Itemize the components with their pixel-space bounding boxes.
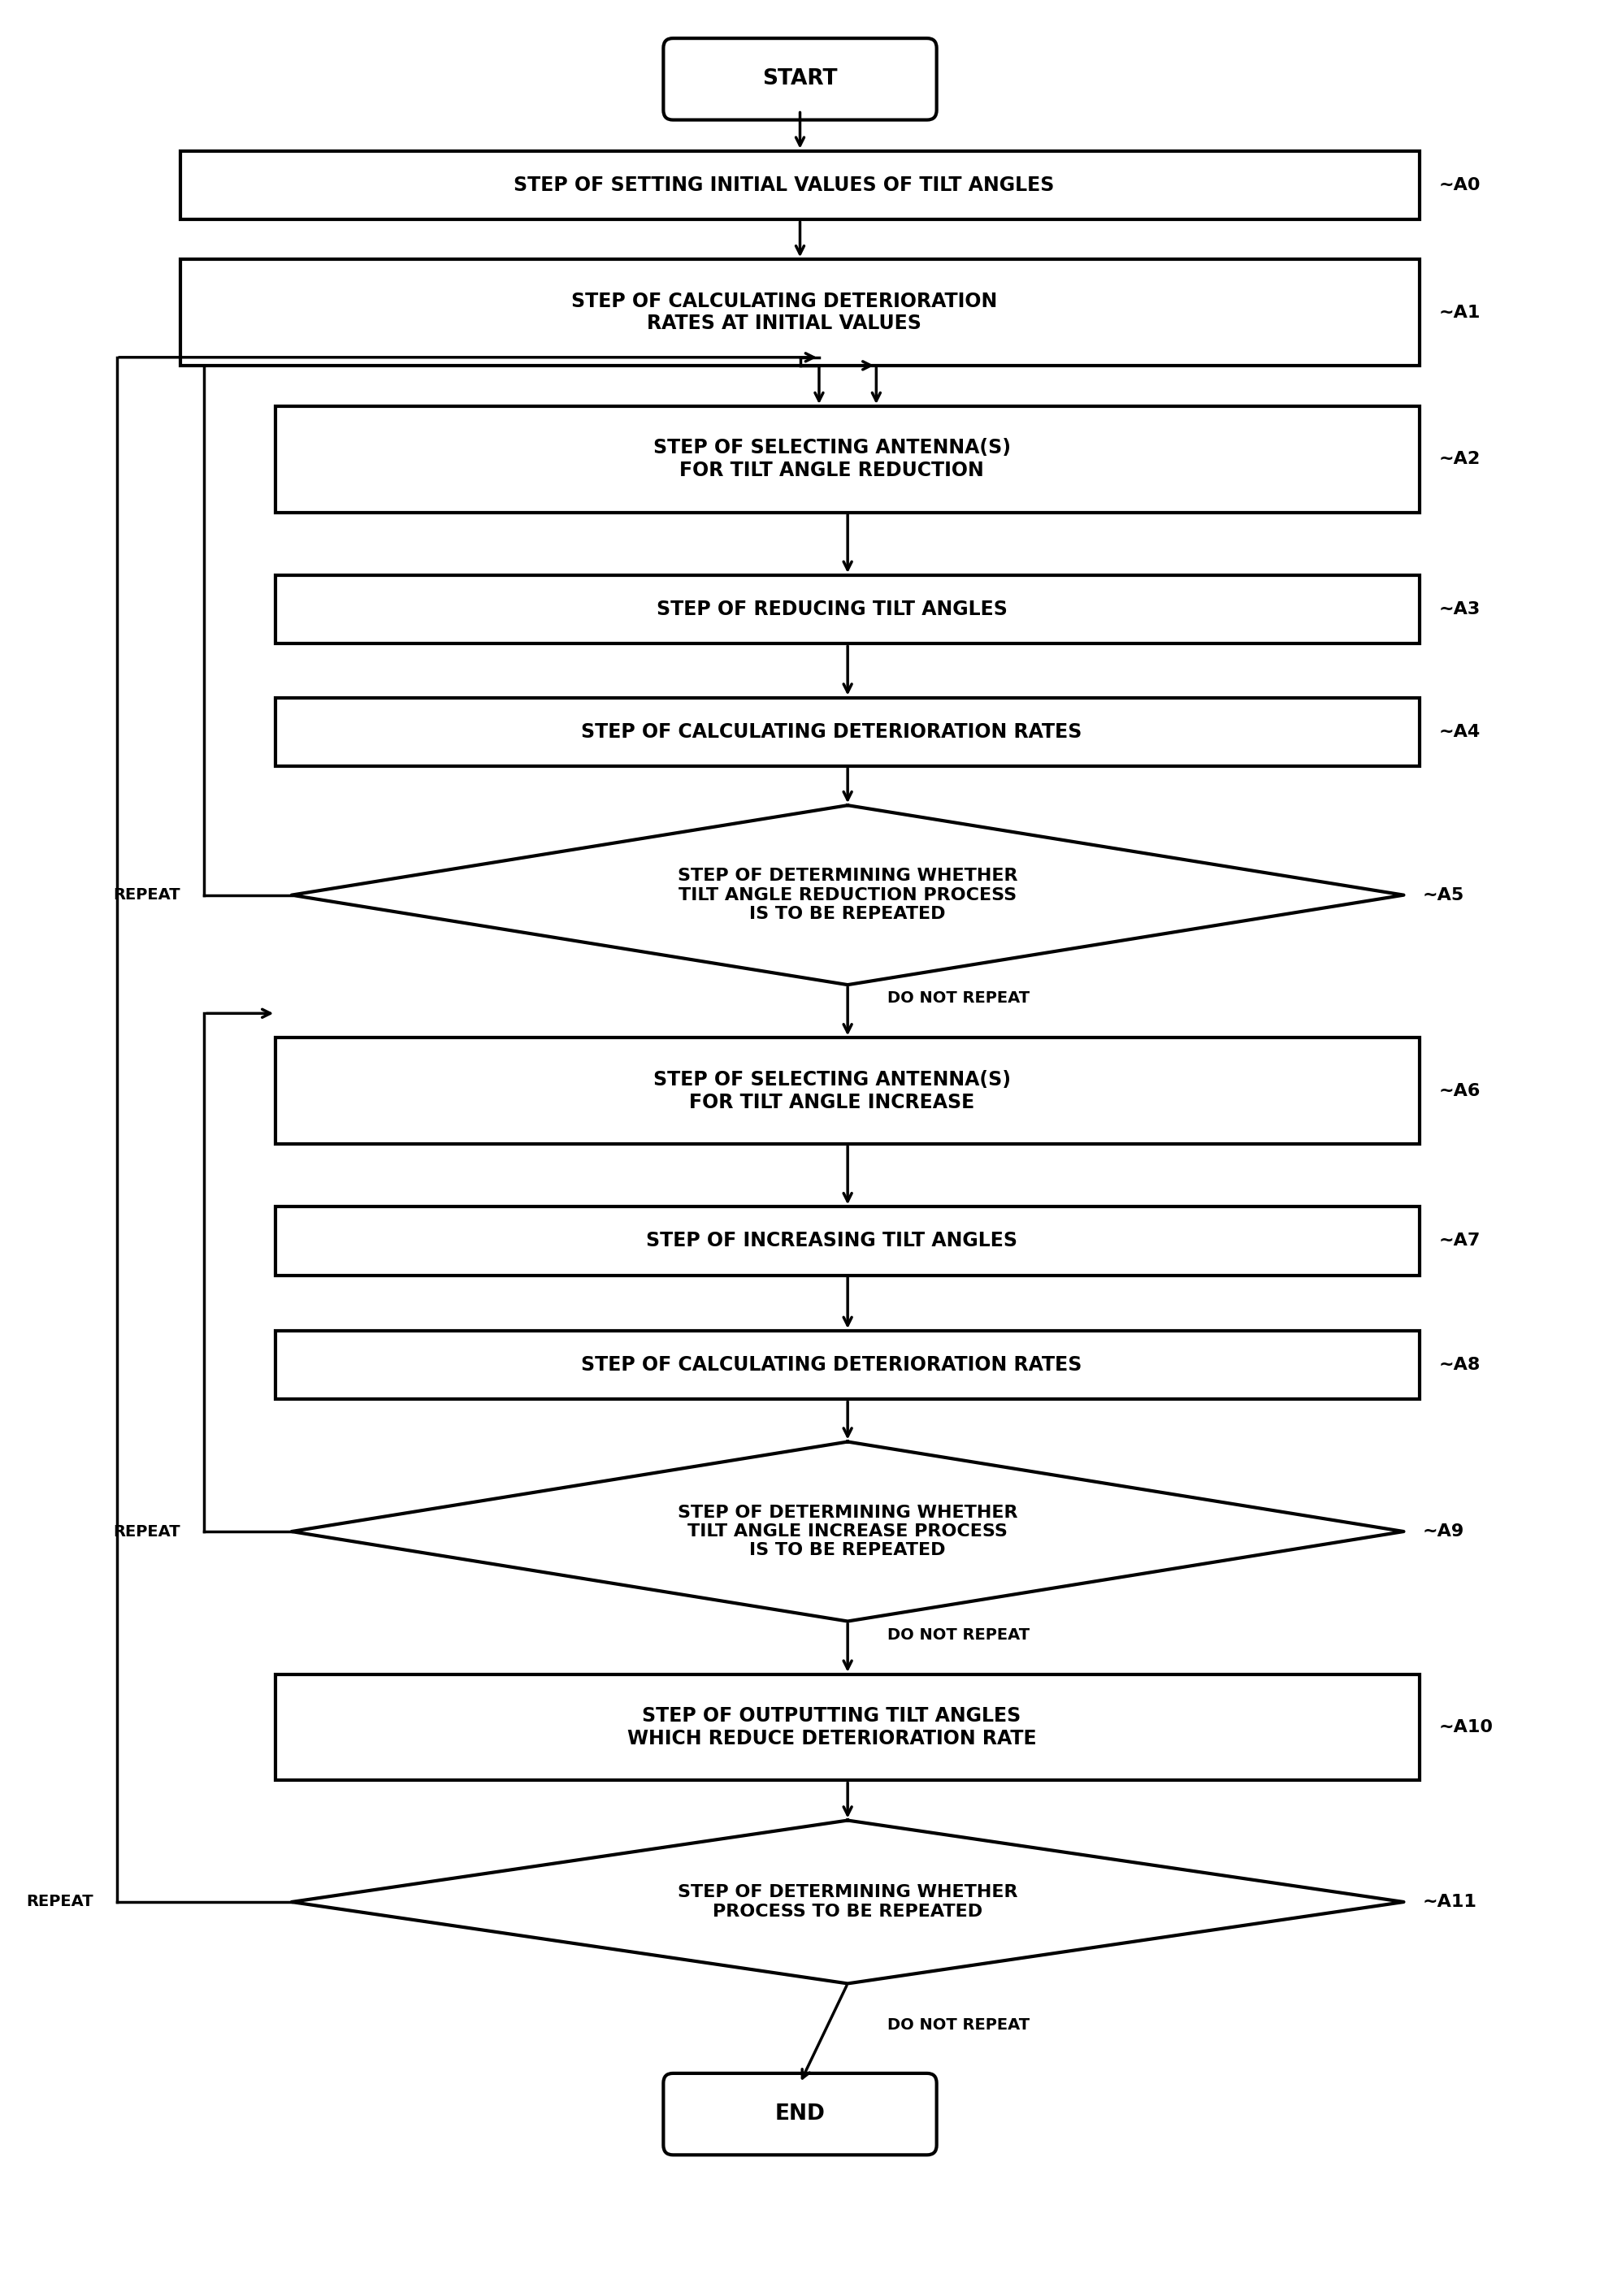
Bar (181, 152, 1419, 220)
Bar (181, 259, 1419, 365)
Text: DO NOT REPEAT: DO NOT REPEAT (888, 1628, 1030, 1642)
Text: STEP OF INCREASING TILT ANGLES: STEP OF INCREASING TILT ANGLES (646, 1231, 1018, 1251)
Text: REPEAT: REPEAT (114, 886, 181, 902)
Text: REPEAT: REPEAT (114, 1525, 181, 1538)
FancyBboxPatch shape (664, 2073, 936, 2156)
Text: STEP OF SETTING INITIAL VALUES OF TILT ANGLES: STEP OF SETTING INITIAL VALUES OF TILT A… (514, 174, 1054, 195)
Text: STEP OF DETERMINING WHETHER
TILT ANGLE REDUCTION PROCESS
IS TO BE REPEATED: STEP OF DETERMINING WHETHER TILT ANGLE R… (678, 868, 1018, 923)
Text: ~A10: ~A10 (1438, 1720, 1493, 1736)
Text: STEP OF CALCULATING DETERIORATION RATES: STEP OF CALCULATING DETERIORATION RATES (581, 723, 1082, 742)
Text: ~A8: ~A8 (1438, 1357, 1480, 1373)
Bar (275, 406, 1419, 512)
Text: STEP OF REDUCING TILT ANGLES: STEP OF REDUCING TILT ANGLES (656, 599, 1008, 620)
Text: ~A2: ~A2 (1438, 452, 1480, 468)
Bar (275, 1038, 1419, 1143)
Text: ~A6: ~A6 (1438, 1084, 1480, 1100)
Text: STEP OF SELECTING ANTENNA(S)
FOR TILT ANGLE REDUCTION: STEP OF SELECTING ANTENNA(S) FOR TILT AN… (653, 439, 1011, 480)
Text: STEP OF CALCULATING DETERIORATION RATES: STEP OF CALCULATING DETERIORATION RATES (581, 1355, 1082, 1375)
Text: END: END (774, 2103, 826, 2124)
Text: ~A4: ~A4 (1438, 723, 1480, 739)
Text: ~A7: ~A7 (1438, 1233, 1480, 1249)
FancyBboxPatch shape (664, 39, 936, 119)
Text: ~A3: ~A3 (1438, 602, 1480, 618)
Text: STEP OF CALCULATING DETERIORATION
RATES AT INITIAL VALUES: STEP OF CALCULATING DETERIORATION RATES … (571, 292, 997, 333)
Text: STEP OF OUTPUTTING TILT ANGLES
WHICH REDUCE DETERIORATION RATE: STEP OF OUTPUTTING TILT ANGLES WHICH RED… (627, 1706, 1037, 1747)
Bar (275, 698, 1419, 767)
Text: STEP OF SELECTING ANTENNA(S)
FOR TILT ANGLE INCREASE: STEP OF SELECTING ANTENNA(S) FOR TILT AN… (653, 1070, 1011, 1111)
Bar (275, 1674, 1419, 1779)
Text: REPEAT: REPEAT (26, 1894, 93, 1910)
Text: ~A0: ~A0 (1438, 177, 1480, 193)
Text: STEP OF DETERMINING WHETHER
PROCESS TO BE REPEATED: STEP OF DETERMINING WHETHER PROCESS TO B… (678, 1885, 1018, 1919)
Polygon shape (291, 1821, 1403, 1984)
Text: ~A11: ~A11 (1422, 1894, 1477, 1910)
Text: ~A1: ~A1 (1438, 305, 1480, 321)
Bar (275, 576, 1419, 643)
Text: DO NOT REPEAT: DO NOT REPEAT (888, 990, 1030, 1006)
Polygon shape (291, 1442, 1403, 1621)
Text: ~A9: ~A9 (1422, 1522, 1464, 1541)
Bar (275, 1208, 1419, 1274)
Text: STEP OF DETERMINING WHETHER
TILT ANGLE INCREASE PROCESS
IS TO BE REPEATED: STEP OF DETERMINING WHETHER TILT ANGLE I… (678, 1504, 1018, 1559)
Text: DO NOT REPEAT: DO NOT REPEAT (888, 2018, 1030, 2032)
Bar (275, 1332, 1419, 1398)
Text: START: START (763, 69, 837, 90)
Text: ~A5: ~A5 (1422, 886, 1464, 902)
Polygon shape (291, 806, 1403, 985)
